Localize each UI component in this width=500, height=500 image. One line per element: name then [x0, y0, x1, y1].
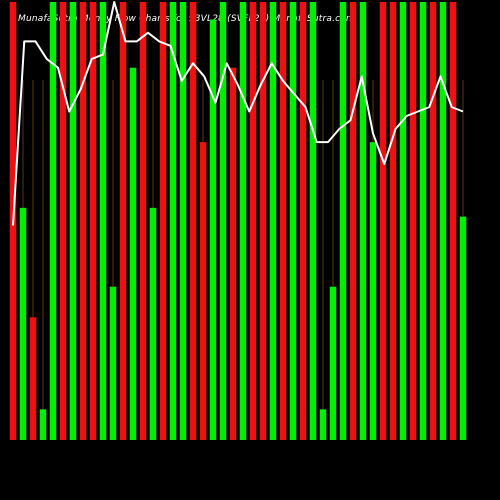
volume-bar-green [289, 2, 297, 440]
volume-bar-red [249, 2, 257, 440]
volume-bar-green [439, 2, 447, 440]
volume-bar-red [429, 2, 437, 440]
volume-bar-green [49, 2, 57, 440]
volume-bar-green [239, 2, 247, 440]
volume-bar-red [59, 2, 67, 440]
volume-bar-red [259, 2, 267, 440]
volume-bar-red [379, 2, 387, 440]
volume-bar-green [129, 67, 137, 440]
volume-bar-red [79, 2, 87, 440]
volume-bar-red [29, 317, 37, 440]
volume-bar-green [169, 2, 177, 440]
volume-bar-red [229, 67, 237, 440]
volume-bar-green [179, 2, 187, 440]
volume-bar-red [389, 2, 397, 440]
volume-bar-green [369, 142, 377, 440]
volume-bar-red [409, 2, 417, 440]
volume-bar-red [199, 142, 207, 440]
volume-bar-green [419, 2, 427, 440]
volume-bar-red [449, 2, 457, 440]
chart-title: MunafaSutra Money Flow Charts for 93VL28… [18, 14, 355, 24]
volume-bar-green [219, 2, 227, 440]
volume-bar-green [109, 286, 117, 440]
volume-bar-green [19, 207, 27, 440]
volume-bar-green [459, 216, 467, 440]
volume-bar-green [319, 409, 327, 440]
volume-bar-red [349, 2, 357, 440]
volume-bar-green [149, 207, 157, 440]
volume-bar-red [189, 2, 197, 440]
volume-bar-green [209, 19, 217, 441]
price-line-layer [12, 1, 464, 226]
volume-bar-red [119, 2, 127, 440]
volume-bar-red [279, 2, 287, 440]
volume-bar-red [159, 2, 167, 440]
volume-bar-red [139, 2, 147, 440]
volume-bar-green [269, 2, 277, 440]
volume-bar-green [69, 2, 77, 440]
volume-bar-green [359, 2, 367, 440]
volume-bar-green [39, 409, 47, 440]
volume-bars [9, 2, 467, 441]
volume-bar-red [89, 2, 97, 440]
volume-bar-red [299, 2, 307, 440]
volume-bar-green [339, 2, 347, 440]
volume-bar-green [99, 2, 107, 440]
volume-bar-green [329, 286, 337, 440]
price-line [12, 1, 464, 226]
volume-bar-green [309, 2, 317, 440]
volume-bar-green [399, 2, 407, 440]
